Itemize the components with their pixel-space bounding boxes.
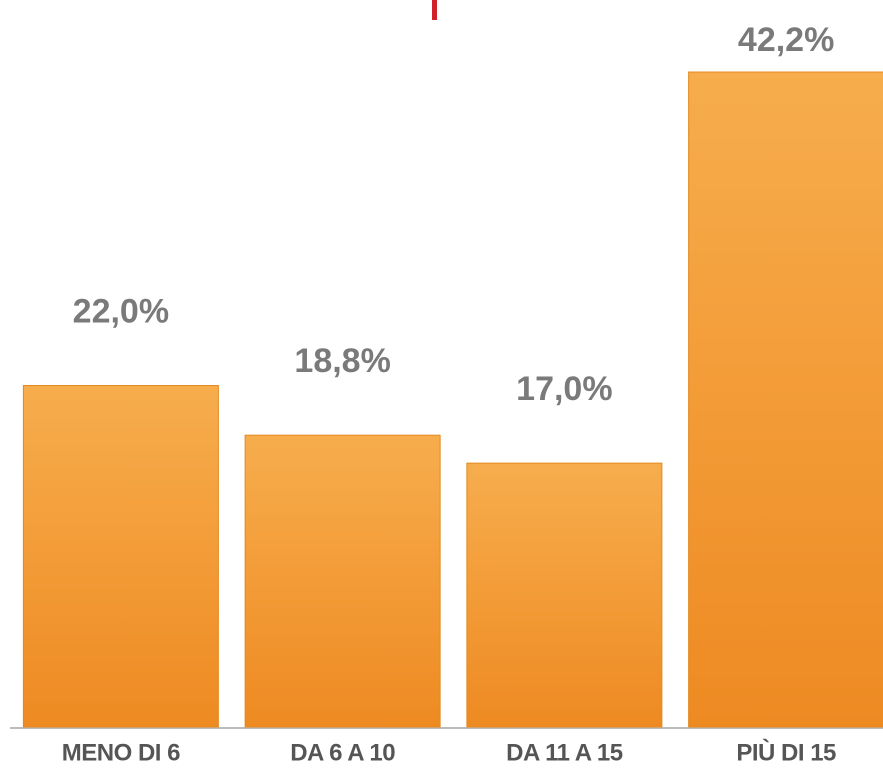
value-label: 17,0% [516, 370, 612, 408]
bar [688, 71, 883, 728]
bar [244, 434, 441, 728]
x-tick-label: PIÙ DI 15 [736, 738, 836, 766]
value-label: 22,0% [73, 293, 169, 331]
value-label: 42,2% [738, 21, 834, 59]
bar [22, 385, 219, 728]
x-tick-label: DA 11 A 15 [506, 739, 623, 766]
x-tick-label: MENO DI 6 [62, 739, 180, 766]
decoration-mark [432, 0, 437, 20]
x-tick-label: DA 6 A 10 [290, 739, 395, 766]
value-label: 18,8% [294, 342, 390, 380]
bar [466, 462, 663, 728]
